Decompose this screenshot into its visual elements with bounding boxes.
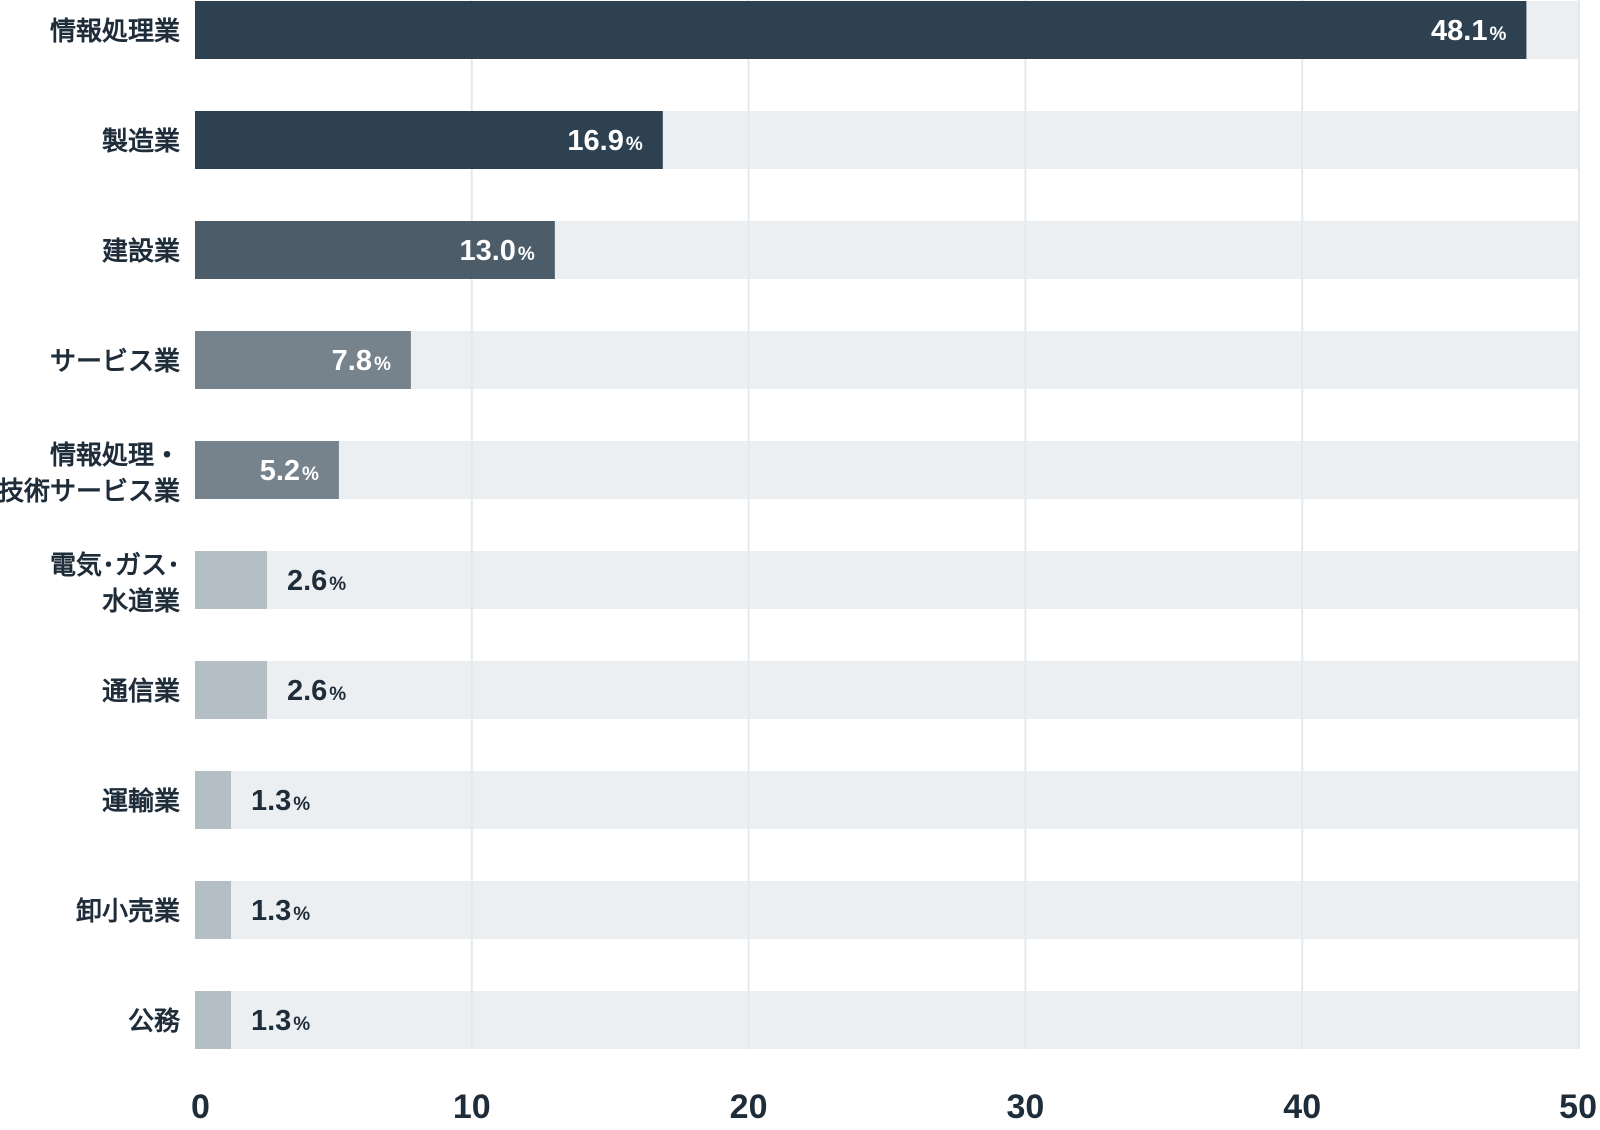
bar-track	[195, 991, 1579, 1049]
bar-track	[195, 661, 1579, 719]
bar	[195, 111, 663, 169]
category-label: 電気･ガス･水道業	[50, 550, 180, 617]
bar	[195, 441, 339, 499]
value-label: 1.3%	[251, 1005, 310, 1037]
category-label: 製造業	[102, 127, 180, 157]
gridlines	[470, 0, 1580, 1049]
x-axis: 0 10 20 30 40 50	[191, 1088, 1597, 1126]
x-tick-label: 0	[191, 1088, 210, 1126]
category-label: 卸小売業	[76, 896, 180, 927]
category-label: サービス業	[50, 347, 180, 377]
bar-track	[195, 771, 1579, 829]
bar	[195, 1, 1527, 59]
bar-tracks	[195, 1, 1579, 1049]
value-label: 16.9%	[567, 125, 642, 157]
category-label: 運輸業	[102, 786, 180, 817]
value-label: 5.2%	[260, 455, 319, 487]
bar-track	[195, 441, 1579, 499]
category-labels: 情報処理業製造業建設業サービス業情報処理・技術サービス業電気･ガス･水道業通信業…	[0, 17, 181, 1037]
value-label: 48.1%	[1431, 15, 1506, 47]
x-tick-label: 50	[1559, 1088, 1597, 1126]
category-label: 情報処理・技術サービス業	[0, 441, 180, 507]
category-label: 通信業	[102, 677, 180, 707]
bar	[195, 881, 231, 939]
x-tick-label: 40	[1283, 1088, 1321, 1126]
category-label: 建設業	[102, 236, 180, 267]
bar-track	[195, 331, 1579, 389]
category-label: 公務	[128, 1007, 181, 1037]
x-tick-label: 10	[453, 1088, 491, 1126]
value-label: 2.6%	[287, 565, 346, 597]
bar-track	[195, 881, 1579, 939]
value-labels: 48.1 % 16.9 % 13.0 % 7.8 % 5.2 % 2.6 % 2.6 % 1.3 % 1.3 % 1…	[251, 15, 1507, 1037]
bar	[195, 551, 267, 609]
value-label: 1.3%	[251, 895, 310, 927]
bar	[195, 771, 231, 829]
x-tick-label: 30	[1006, 1088, 1044, 1126]
value-label: 13.0%	[459, 235, 534, 267]
value-label: 2.6%	[287, 675, 346, 707]
category-label: 情報処理業	[50, 17, 180, 47]
value-label: 1.3%	[251, 785, 310, 817]
bar	[195, 661, 267, 719]
bar	[195, 221, 555, 279]
bar	[195, 331, 411, 389]
bar-track	[195, 551, 1579, 609]
x-tick-label: 20	[730, 1088, 768, 1126]
bar	[195, 991, 231, 1049]
value-label: 7.8%	[332, 345, 391, 377]
bars	[195, 1, 1527, 1049]
